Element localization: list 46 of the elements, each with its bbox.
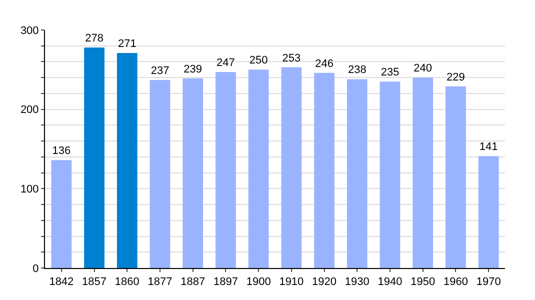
- x-tick-label: 1897: [213, 276, 238, 288]
- bar: [380, 82, 400, 268]
- x-tick-label: 1950: [410, 276, 436, 288]
- data-label: 250: [249, 54, 268, 67]
- bar: [150, 80, 170, 268]
- x-tick-label: 1842: [49, 276, 74, 288]
- data-label: 238: [348, 64, 366, 76]
- y-tick-label: 200: [20, 104, 39, 116]
- data-label: 141: [479, 141, 498, 154]
- x-tick-label: 1860: [114, 276, 140, 288]
- bar: [281, 67, 302, 268]
- x-tick-label: 1887: [180, 276, 206, 288]
- x-tick-label: 1960: [443, 276, 468, 288]
- data-label: 247: [216, 57, 235, 70]
- x-tick-label: 1910: [279, 276, 304, 288]
- bar: [412, 78, 434, 268]
- data-label: 239: [184, 63, 202, 76]
- bar: [446, 86, 466, 268]
- bar: [478, 156, 499, 268]
- data-label: 240: [414, 62, 432, 75]
- bar: [216, 72, 236, 268]
- bar: [248, 70, 269, 268]
- y-tick-label: 100: [20, 184, 39, 196]
- data-label: 253: [282, 52, 301, 64]
- y-tick-label: 300: [20, 24, 39, 37]
- data-label: 278: [85, 32, 104, 44]
- bar: [84, 47, 104, 268]
- data-label: 271: [118, 38, 136, 50]
- data-label: 235: [380, 66, 400, 79]
- data-label: 229: [446, 71, 465, 84]
- x-tick-label: 1970: [476, 276, 501, 288]
- bar: [182, 78, 204, 268]
- x-tick-label: 1857: [82, 276, 107, 288]
- bar: [51, 160, 72, 268]
- x-tick-label: 1940: [378, 276, 402, 288]
- data-label: 246: [315, 58, 334, 70]
- x-tick-label: 1930: [344, 276, 370, 288]
- data-label: 237: [150, 64, 170, 77]
- bar: [346, 79, 368, 268]
- y-tick-label: 0: [32, 262, 39, 275]
- data-label: 136: [52, 145, 71, 158]
- bar: [314, 72, 334, 268]
- x-tick-label: 1900: [246, 276, 271, 288]
- x-tick-label: 1920: [312, 276, 337, 288]
- bar: [116, 53, 138, 268]
- x-tick-label: 1877: [148, 276, 172, 288]
